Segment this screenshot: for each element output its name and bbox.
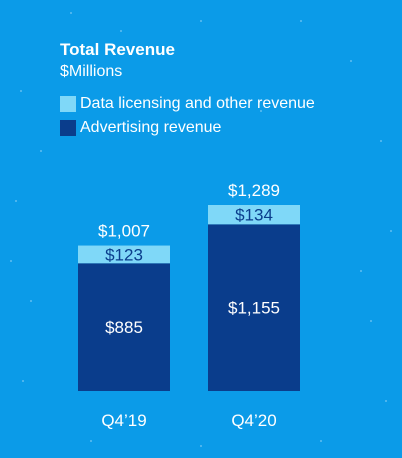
- background-speck: [260, 110, 262, 112]
- data-label-data-licensing: $123: [105, 245, 143, 264]
- background-speck: [350, 60, 352, 62]
- background-speck: [70, 12, 72, 14]
- x-tick-label: Q4’19: [101, 411, 146, 430]
- background-speck: [380, 140, 382, 142]
- legend-item-advertising: Advertising revenue: [60, 118, 221, 138]
- chart-subtitle: $Millions: [60, 63, 123, 80]
- background-speck: [385, 400, 387, 402]
- total-label: $1,007: [98, 222, 150, 241]
- background-speck: [390, 230, 392, 232]
- legend-label-data-licensing: Data licensing and other revenue: [80, 95, 315, 112]
- legend-label-advertising: Advertising revenue: [80, 119, 222, 136]
- background-speck: [20, 90, 22, 92]
- background-speck: [15, 200, 17, 202]
- background-speck: [200, 20, 202, 22]
- background-speck: [200, 445, 202, 447]
- background-speck: [10, 260, 12, 262]
- background-speck: [370, 320, 372, 322]
- bar-segment-advertising: [78, 263, 170, 391]
- x-tick-label: Q4’20: [231, 411, 276, 430]
- bar-segment-advertising: [208, 224, 300, 391]
- background-speck: [40, 150, 42, 152]
- data-label-advertising: $1,155: [228, 299, 280, 318]
- background-speck: [90, 440, 92, 442]
- legend-swatch-advertising: [60, 120, 76, 136]
- background-speck: [360, 270, 362, 272]
- background-speck: [300, 20, 302, 22]
- background-speck: [320, 440, 322, 442]
- background-speck: [120, 30, 122, 32]
- legend-item-data-licensing: Data licensing and other revenue: [60, 94, 315, 114]
- bar-segment-data-licensing: [78, 245, 170, 264]
- bar-segment-data-licensing: [208, 204, 300, 225]
- data-label-advertising: $885: [105, 318, 143, 337]
- background-speck: [22, 380, 24, 382]
- data-label-data-licensing: $134: [235, 206, 273, 225]
- legend-swatch-data-licensing: [60, 96, 76, 112]
- chart-title: Total Revenue: [60, 40, 175, 59]
- background-speck: [30, 300, 32, 302]
- total-label: $1,289: [228, 181, 280, 200]
